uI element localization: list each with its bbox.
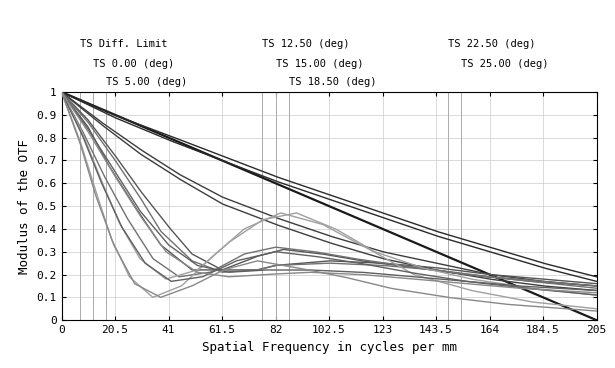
Text: TS 5.00 (deg): TS 5.00 (deg) xyxy=(106,77,187,88)
Y-axis label: Modulus of the OTF: Modulus of the OTF xyxy=(18,139,31,273)
Text: TS 15.00 (deg): TS 15.00 (deg) xyxy=(276,59,363,69)
Text: TS 0.00 (deg): TS 0.00 (deg) xyxy=(93,59,174,69)
X-axis label: Spatial Frequency in cycles per mm: Spatial Frequency in cycles per mm xyxy=(202,340,456,354)
Text: TS 12.50 (deg): TS 12.50 (deg) xyxy=(263,39,350,49)
Text: TS 22.50 (deg): TS 22.50 (deg) xyxy=(448,39,535,49)
Text: TS 25.00 (deg): TS 25.00 (deg) xyxy=(461,59,549,69)
Text: TS 18.50 (deg): TS 18.50 (deg) xyxy=(288,77,376,88)
Text: TS Diff. Limit: TS Diff. Limit xyxy=(80,39,167,49)
